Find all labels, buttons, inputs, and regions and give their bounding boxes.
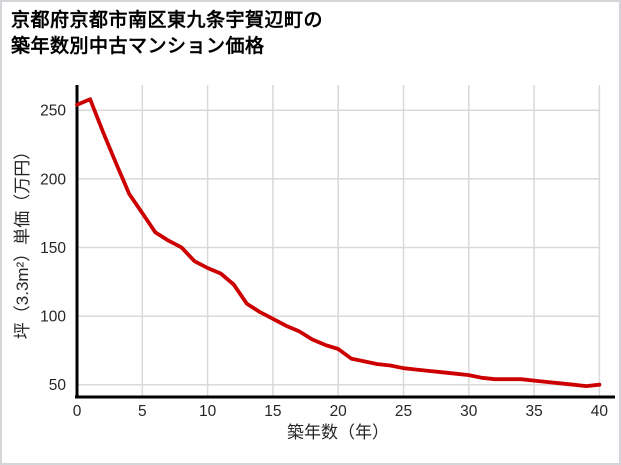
x-tick-label: 25 — [395, 403, 412, 420]
y-tick-label: 50 — [49, 377, 67, 394]
y-tick-label: 100 — [40, 309, 66, 326]
x-axis-title: 築年数（年） — [287, 423, 389, 442]
x-tick-label: 20 — [330, 403, 348, 420]
x-tick-label: 5 — [138, 403, 147, 420]
chart-title-line2: 築年数別中古マンション価格 — [11, 36, 265, 57]
x-tick-label: 10 — [199, 403, 217, 420]
chart-title-line1: 京都府京都市南区東九条宇賀辺町の — [11, 10, 324, 31]
x-tick-label: 0 — [73, 403, 82, 420]
y-tick-label: 150 — [40, 240, 66, 257]
x-tick-label: 30 — [460, 403, 478, 420]
x-tick-label: 35 — [525, 403, 542, 420]
y-tick-label: 200 — [40, 171, 66, 188]
price-line — [75, 97, 602, 389]
y-axis-title: 坪（3.3m²）単価（万円） — [13, 143, 32, 339]
x-tick-label: 40 — [591, 403, 609, 420]
x-tick-label: 15 — [264, 403, 281, 420]
chart-title: 京都府京都市南区東九条宇賀辺町の 築年数別中古マンション価格 — [11, 8, 323, 60]
y-tick-label: 250 — [40, 103, 66, 120]
